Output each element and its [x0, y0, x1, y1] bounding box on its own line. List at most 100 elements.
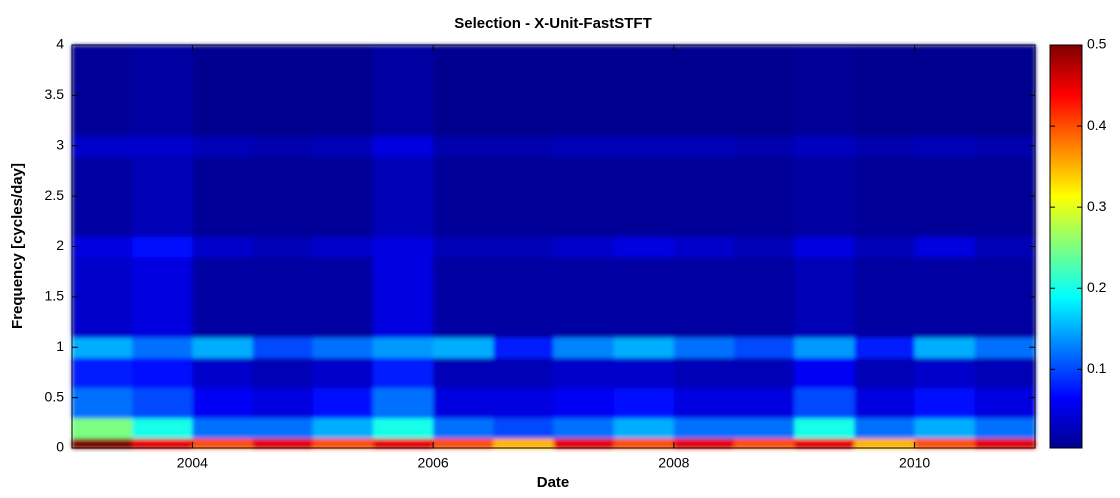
heat-cell [493, 357, 555, 389]
y-tick-label: 3.5 [45, 86, 65, 102]
heat-cell [72, 437, 133, 449]
heat-cell [974, 417, 1036, 439]
heat-cell [192, 45, 254, 137]
heat-cell [914, 337, 976, 358]
heat-cell [192, 437, 254, 449]
heat-cell [132, 45, 193, 137]
y-tick-label: 0.5 [45, 388, 65, 404]
heat-cell [734, 155, 795, 238]
heat-cell [914, 135, 976, 157]
y-tick-label: 0 [56, 439, 64, 455]
heat-cell [734, 45, 795, 137]
heat-cell [252, 337, 314, 358]
heat-cell [433, 45, 494, 137]
heat-cell [914, 387, 976, 419]
heat-cell [433, 357, 494, 389]
heat-cell [613, 135, 675, 157]
heat-cell [372, 357, 434, 389]
heat-cell [252, 387, 314, 419]
heat-cell [734, 357, 795, 389]
heat-cell [914, 45, 976, 137]
heat-cell [192, 256, 254, 338]
heat-cell [372, 155, 434, 238]
heat-cell [72, 135, 133, 157]
heat-cell [72, 357, 133, 389]
heat-cell [493, 437, 555, 449]
axes: 2004 2006 2008 2010 0 0.5 1 1.5 2 2.5 3 3.5 4 [45, 36, 1036, 471]
heat-cell [132, 155, 193, 238]
heat-cell [854, 387, 916, 419]
heat-cell [974, 155, 1036, 238]
colorbar-tick-label: 0.3 [1087, 198, 1107, 214]
x-tick-label: 2004 [177, 455, 208, 471]
heat-cell [372, 437, 434, 449]
heat-cell [734, 256, 795, 338]
heat-cell [493, 387, 555, 419]
heat-cell [734, 437, 795, 449]
x-axis-label: Date [537, 474, 570, 491]
heat-cell [252, 155, 314, 238]
heat-cell [974, 337, 1036, 358]
heat-cell [914, 437, 976, 449]
heat-cell [132, 135, 193, 157]
heat-cell [613, 357, 675, 389]
y-tick-label: 3 [56, 136, 64, 152]
heat-cell [372, 337, 434, 358]
heat-cell [854, 236, 916, 258]
heat-cell [673, 417, 735, 439]
heat-cell [72, 155, 133, 238]
colorbar-tick-label: 0.4 [1087, 117, 1107, 133]
heat-cell [372, 45, 434, 137]
colorbar-tick-label: 0.5 [1087, 36, 1107, 52]
heat-cell [312, 437, 374, 449]
heat-cell [252, 236, 314, 258]
heat-cell [974, 256, 1036, 338]
heat-cell [433, 155, 494, 238]
heat-cell [433, 256, 494, 338]
heat-cell [673, 155, 735, 238]
heat-cell [192, 135, 254, 157]
heat-cell [372, 256, 434, 338]
heat-cell [72, 45, 133, 137]
heat-cell [132, 337, 193, 358]
heat-cell [132, 256, 193, 338]
heat-cell [312, 45, 374, 137]
heat-cell [252, 45, 314, 137]
heat-cell [794, 135, 856, 157]
heat-cell [734, 135, 795, 157]
heat-cell [72, 337, 133, 358]
heat-cell [192, 236, 254, 258]
heat-cell [613, 417, 675, 439]
heat-cell [252, 417, 314, 439]
heat-cell [312, 387, 374, 419]
colorbar-tick-label: 0.1 [1087, 360, 1107, 376]
heat-cell [854, 135, 916, 157]
heat-cell [493, 45, 555, 137]
heat-cell [433, 337, 494, 358]
heat-cell [192, 387, 254, 419]
heatmap [72, 45, 1036, 449]
heat-cell [72, 417, 133, 439]
heat-cell [493, 155, 555, 238]
heat-cell [613, 387, 675, 419]
heat-cell [553, 256, 615, 338]
x-tick-label: 2010 [899, 455, 930, 471]
heat-cell [974, 437, 1036, 449]
heat-cell [854, 45, 916, 137]
heat-cell [734, 387, 795, 419]
heat-cell [673, 357, 735, 389]
heat-cell [132, 236, 193, 258]
y-tick-label: 1.5 [45, 288, 65, 304]
heat-cell [493, 417, 555, 439]
heat-cell [974, 135, 1036, 157]
heat-cell [433, 135, 494, 157]
heat-cell [553, 417, 615, 439]
heat-cell [914, 236, 976, 258]
heat-cell [613, 155, 675, 238]
heat-cell [132, 357, 193, 389]
heat-cell [192, 337, 254, 358]
heat-cell [553, 357, 615, 389]
heat-cell [312, 256, 374, 338]
heat-cell [312, 337, 374, 358]
